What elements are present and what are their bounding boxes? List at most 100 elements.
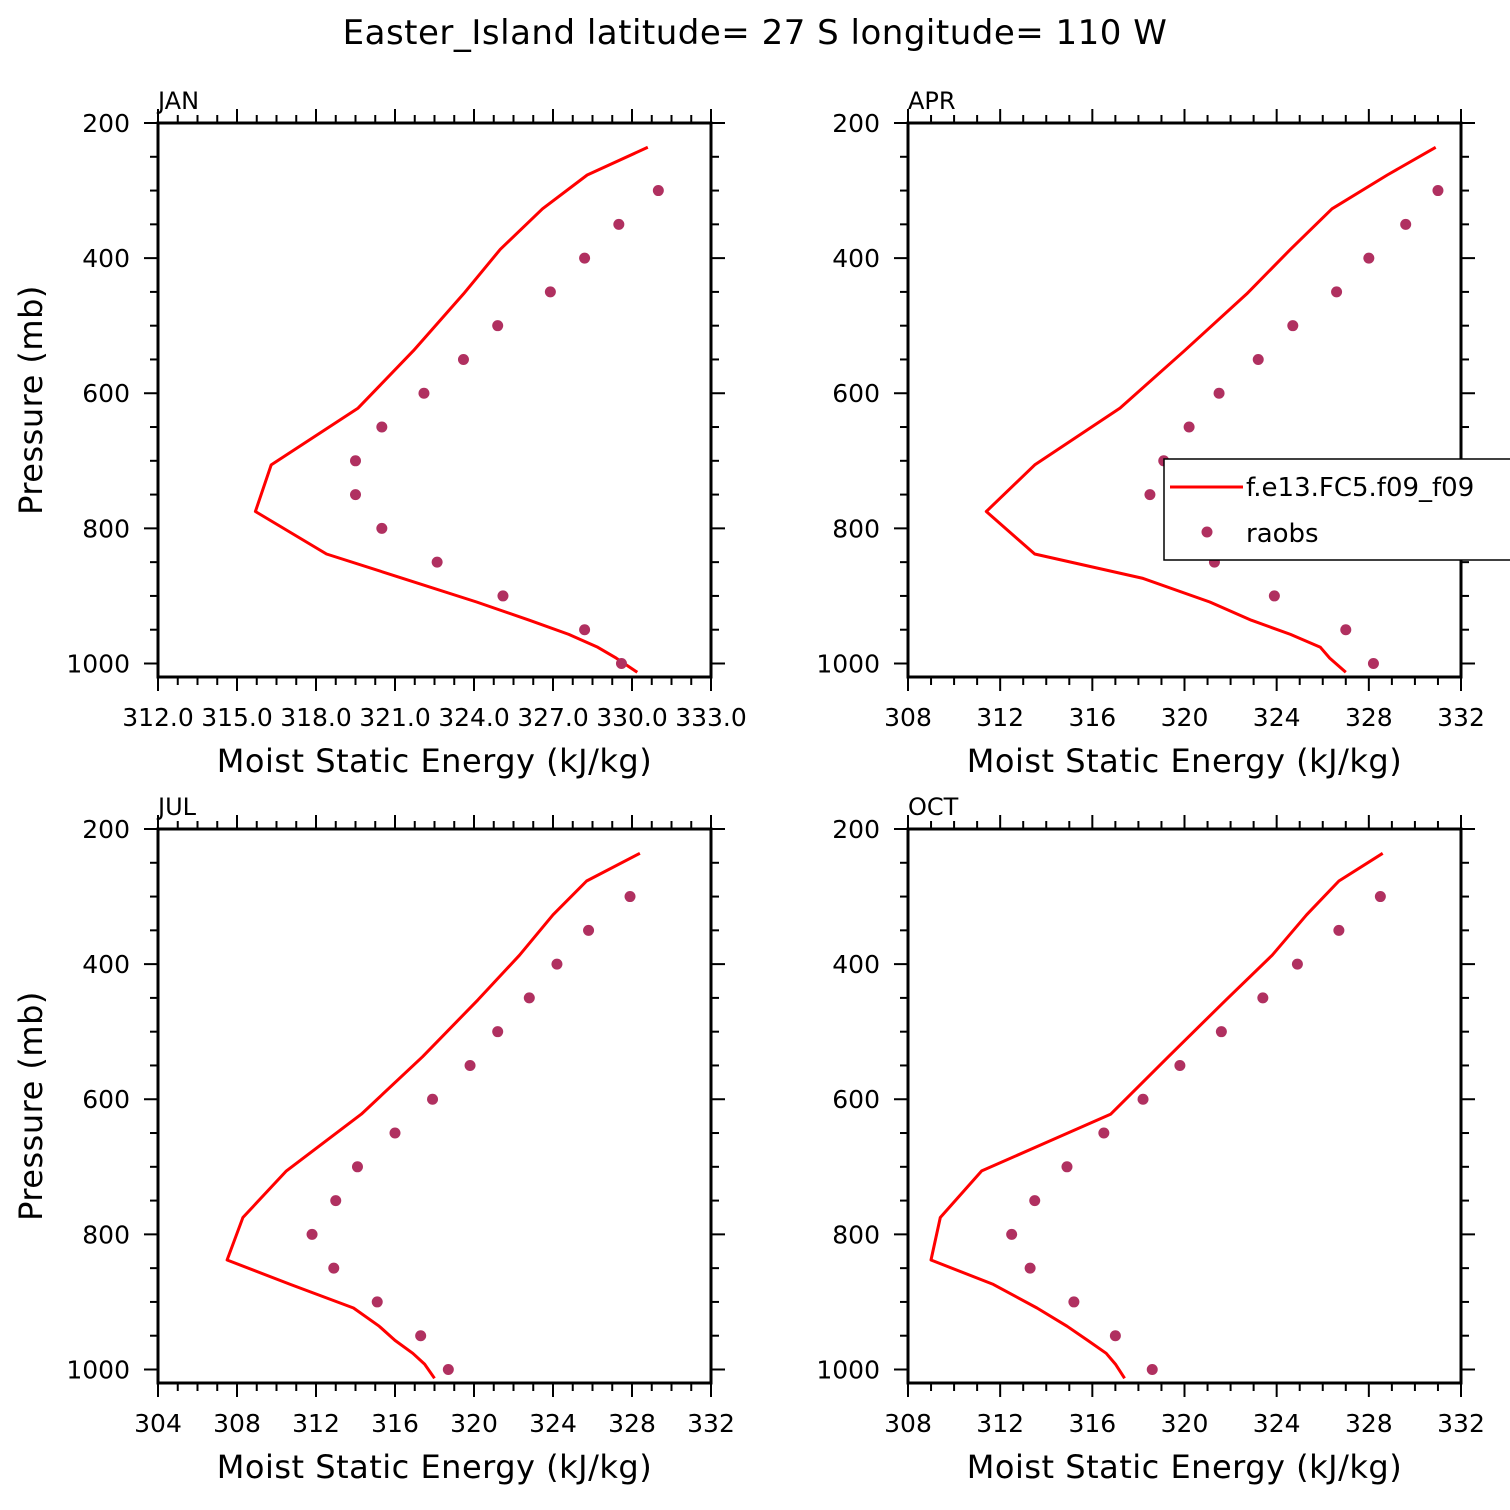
x-tick-label: 316	[371, 1409, 419, 1438]
legend-obs-label: raobs	[1246, 519, 1319, 549]
x-axis-label: Moist Static Energy (kJ/kg)	[967, 742, 1402, 780]
x-tick-label: 324	[1253, 703, 1301, 732]
x-axis-label: Moist Static Energy (kJ/kg)	[217, 742, 652, 780]
obs-point	[492, 320, 504, 332]
obs-point	[1098, 1127, 1110, 1139]
x-tick-label: 308	[884, 1409, 932, 1438]
obs-point	[613, 218, 625, 230]
x-tick-label: 316	[1068, 1409, 1116, 1438]
plot-frame	[156, 121, 713, 679]
obs-point	[1367, 657, 1379, 669]
obs-point	[579, 624, 591, 636]
obs-point	[1024, 1262, 1036, 1274]
x-tick-label: 320	[450, 1409, 498, 1438]
y-tick-label: 1000	[816, 649, 880, 678]
y-tick-label: 200	[82, 815, 130, 844]
x-tick-label: 332	[687, 1409, 735, 1438]
obs-point	[1183, 421, 1195, 433]
obs-point	[544, 286, 556, 298]
obs-point	[1146, 1363, 1158, 1375]
obs-point	[376, 421, 388, 433]
obs-point	[1029, 1195, 1041, 1207]
y-tick-label: 200	[832, 815, 880, 844]
y-tick-label: 600	[832, 379, 880, 408]
obs-point	[1144, 489, 1156, 501]
y-tick-label: 800	[82, 514, 130, 543]
obs-point	[418, 387, 430, 399]
model-series-line	[929, 852, 1384, 1380]
model-series-line	[225, 851, 641, 1380]
obs-point	[464, 1059, 476, 1071]
x-tick-label: 324	[529, 1409, 577, 1438]
y-tick-label: 400	[82, 244, 130, 273]
legend-model-label: f.e13.FC5.f09_f09	[1246, 473, 1474, 503]
obs-point	[389, 1127, 401, 1139]
panel-title: OCT	[908, 793, 959, 821]
obs-point	[523, 992, 535, 1004]
obs-point	[497, 590, 509, 602]
figure-title: Easter_Island latitude= 27 S longitude= …	[343, 13, 1168, 53]
y-tick-label: 600	[832, 1085, 880, 1114]
obs-point	[1333, 924, 1345, 936]
obs-point	[492, 1026, 504, 1038]
x-tick-label: 328	[1345, 1409, 1393, 1438]
obs-point	[615, 657, 627, 669]
obs-point	[1287, 320, 1299, 332]
obs-point	[1363, 252, 1375, 264]
x-tick-label: 324	[1253, 1409, 1301, 1438]
x-tick-label: 321.0	[359, 703, 431, 732]
obs-point	[431, 556, 443, 568]
x-tick-label: 312	[292, 1409, 340, 1438]
x-tick-label: 333.0	[675, 703, 747, 732]
x-tick-label: 315.0	[201, 703, 273, 732]
panel-title: JAN	[156, 87, 199, 115]
obs-point	[376, 522, 388, 534]
obs-point	[415, 1330, 427, 1342]
y-tick-label: 1000	[66, 1355, 130, 1384]
panel-title: JUL	[156, 793, 197, 821]
x-tick-label: 312	[976, 1409, 1024, 1438]
x-tick-label: 328	[608, 1409, 656, 1438]
obs-point	[624, 891, 636, 903]
obs-point	[1331, 286, 1343, 298]
y-tick-label: 400	[832, 950, 880, 979]
obs-point	[306, 1228, 318, 1240]
obs-point	[442, 1363, 454, 1375]
x-tick-label: 304	[134, 1409, 182, 1438]
obs-point	[457, 353, 469, 365]
obs-point	[1291, 958, 1303, 970]
obs-point	[1374, 891, 1386, 903]
x-tick-label: 316	[1068, 703, 1116, 732]
obs-point	[350, 455, 361, 467]
plot-frame	[906, 827, 1463, 1385]
obs-point	[1432, 185, 1444, 197]
x-axis-label: Moist Static Energy (kJ/kg)	[967, 1448, 1402, 1486]
obs-point	[1215, 1026, 1227, 1038]
x-tick-label: 332	[1437, 703, 1485, 732]
y-axis-label: Pressure (mb)	[12, 991, 50, 1221]
y-tick-label: 600	[82, 1085, 130, 1114]
x-tick-label: 320	[1161, 703, 1209, 732]
obs-point	[1400, 218, 1412, 230]
obs-point	[1137, 1093, 1149, 1105]
y-tick-label: 200	[832, 109, 880, 138]
model-series-line	[253, 145, 649, 674]
obs-point	[1340, 624, 1352, 636]
x-tick-label: 312.0	[122, 703, 194, 732]
legend-box	[1163, 458, 1510, 561]
chart-panel-apr: APR 308 312 316 320 324 328 332 200 400 600 800 1000…	[816, 87, 1484, 780]
obs-point	[1061, 1161, 1073, 1173]
x-tick-label: 324.0	[438, 703, 510, 732]
obs-point	[1213, 387, 1225, 399]
obs-point	[1268, 590, 1280, 602]
y-tick-label: 400	[82, 950, 130, 979]
x-tick-label: 308	[213, 1409, 261, 1438]
obs-point	[1252, 353, 1264, 365]
chart-panel-oct: OCT 308 312 316 320 324 328 332 200 400 600 800 1000…	[816, 793, 1484, 1486]
y-tick-label: 800	[832, 1220, 880, 1249]
obs-point	[652, 185, 664, 197]
y-tick-label: 600	[82, 379, 130, 408]
x-tick-label: 318.0	[280, 703, 352, 732]
